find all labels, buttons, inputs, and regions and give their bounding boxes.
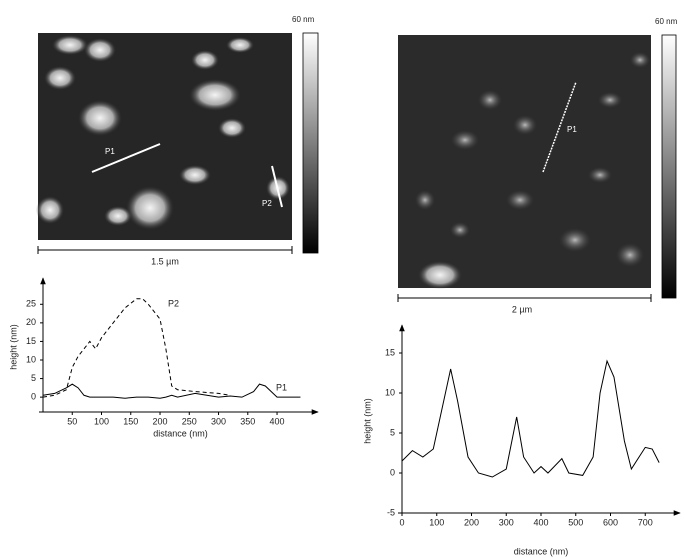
x-axis-label: distance (nm) bbox=[153, 428, 208, 438]
scale-bar-label: 2 µm bbox=[512, 304, 532, 314]
y-tick-label: 15 bbox=[385, 347, 395, 357]
y-tick-label: 0 bbox=[31, 392, 36, 402]
plots: 50 100 150 200 250 300 350 4000510152025distanc… bbox=[8, 277, 681, 556]
x-tick-label: 200 bbox=[464, 517, 479, 527]
y-tick-label: 0 bbox=[390, 467, 395, 477]
scale-bar-label: 1.5 µm bbox=[151, 256, 179, 266]
y-tick-label: 5 bbox=[31, 373, 36, 383]
data-line bbox=[42, 298, 231, 398]
x-tick-label: 350 bbox=[240, 416, 255, 426]
data-line bbox=[42, 383, 301, 399]
x-tick-label: 600 bbox=[603, 517, 618, 527]
x-axis-label: distance (nm) bbox=[514, 546, 569, 556]
series-label: P2 bbox=[168, 298, 179, 308]
profile-label: P1 bbox=[567, 125, 577, 134]
x-tick-label: 50 bbox=[67, 416, 77, 426]
x-tick-label: 150 bbox=[123, 416, 138, 426]
x-tick-label: 700 bbox=[638, 517, 653, 527]
x-tick-label: 250 bbox=[182, 416, 197, 426]
y-tick-label: 15 bbox=[26, 336, 36, 346]
profile-label: P1 bbox=[105, 147, 115, 156]
series-label: P1 bbox=[276, 382, 287, 392]
afm-image-left: P1 P2 60 nm 1.5 µm bbox=[36, 15, 319, 266]
x-tick-label: 0 bbox=[399, 517, 404, 527]
y-axis-label: height (nm) bbox=[362, 398, 372, 444]
x-tick-label: 200 bbox=[153, 416, 168, 426]
y-tick-label: -5 bbox=[387, 507, 395, 517]
data-line bbox=[401, 359, 660, 478]
colorbar-label: 60 nm bbox=[655, 17, 678, 26]
x-tick-label: 100 bbox=[429, 517, 444, 527]
x-tick-label: 400 bbox=[270, 416, 285, 426]
x-tick-label: 400 bbox=[533, 517, 548, 527]
y-tick-label: 10 bbox=[26, 354, 36, 364]
x-tick-label: 300 bbox=[211, 416, 226, 426]
x-tick-label: 100 bbox=[94, 416, 109, 426]
x-tick-label: 500 bbox=[568, 517, 583, 527]
colorbar-label: 60 nm bbox=[292, 15, 315, 24]
y-tick-label: 10 bbox=[385, 387, 395, 397]
y-axis-label: height (nm) bbox=[8, 324, 18, 370]
y-tick-label: 5 bbox=[390, 427, 395, 437]
x-tick-label: 300 bbox=[499, 517, 514, 527]
y-tick-label: 25 bbox=[26, 299, 36, 309]
y-tick-label: 20 bbox=[26, 317, 36, 327]
profile-label: P2 bbox=[262, 199, 272, 208]
afm-image-right: P1 60 nm 2 µm bbox=[397, 17, 678, 314]
